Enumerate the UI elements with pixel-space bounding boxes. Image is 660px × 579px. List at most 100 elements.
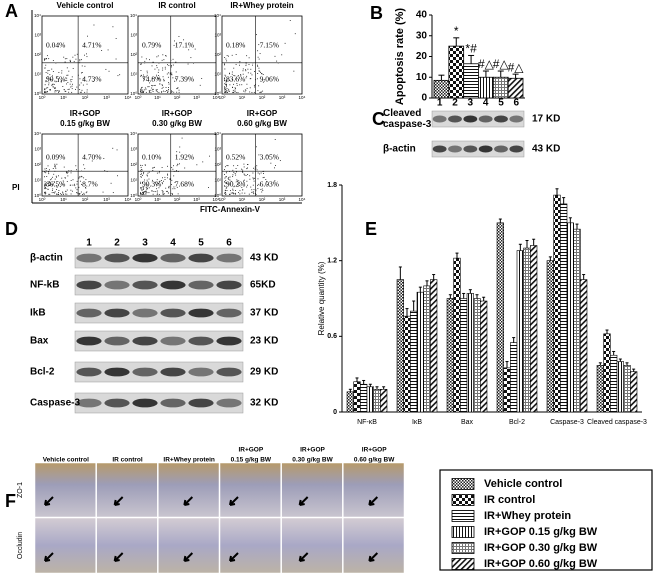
flow-event	[45, 72, 47, 74]
flow-event	[71, 79, 73, 80]
flow-event	[250, 68, 252, 70]
blot-band	[76, 308, 102, 318]
flow-event	[173, 165, 174, 167]
flow-event	[226, 80, 227, 82]
arrow-marker	[368, 552, 379, 562]
flow-event	[71, 85, 73, 87]
flow-event	[56, 186, 58, 188]
blot-strip	[74, 302, 244, 324]
flow-event	[71, 88, 73, 90]
blot-band	[509, 115, 524, 123]
flow-event	[158, 187, 160, 189]
flow-event	[237, 180, 238, 182]
flow-plot-title: 0.60 g/kg BW	[237, 119, 287, 128]
bar	[448, 45, 465, 99]
flow-event	[79, 176, 81, 178]
bar	[530, 245, 538, 413]
flow-event	[140, 63, 142, 65]
flow-event	[262, 190, 264, 191]
y-axis-label: PI	[12, 183, 20, 192]
quadrant-percent: 7.15%	[260, 40, 279, 49]
column-title: 0.60 g/kg BW	[354, 457, 395, 464]
flow-event	[47, 90, 48, 92]
flow-event	[51, 84, 53, 86]
flow-event	[254, 192, 256, 194]
flow-tick-label: 10²	[34, 52, 41, 57]
legend-swatch	[451, 526, 475, 538]
bar	[396, 279, 404, 413]
flow-event	[146, 72, 148, 74]
flow-event	[47, 70, 49, 72]
flow-event	[81, 183, 82, 185]
flow-event	[49, 89, 51, 91]
flow-event	[141, 189, 143, 191]
flow-event	[162, 84, 163, 86]
flow-event	[143, 172, 145, 174]
bar	[516, 250, 524, 413]
flow-event	[165, 55, 167, 56]
flow-event	[229, 171, 230, 172]
flow-event	[143, 77, 145, 79]
quadrant-percent: 4.73%	[82, 75, 101, 84]
quadrant-percent: 17.1%	[175, 40, 194, 49]
flow-tick-label: 10⁴	[130, 131, 137, 136]
flow-event	[157, 55, 159, 57]
flow-event	[55, 87, 56, 89]
flow-event	[266, 154, 268, 156]
blot-band	[76, 280, 102, 290]
flow-event	[243, 179, 245, 181]
flow-event	[79, 60, 81, 62]
flow-event	[77, 192, 79, 194]
flow-event	[187, 63, 189, 65]
flow-event	[231, 73, 233, 75]
flow-event	[172, 168, 174, 170]
flow-event	[162, 76, 164, 78]
flow-event	[146, 188, 148, 190]
flow-event	[79, 193, 81, 195]
flow-event	[79, 59, 81, 61]
flow-event	[148, 90, 150, 91]
significance-label: *#	[465, 42, 477, 56]
bar	[503, 367, 511, 413]
flow-event	[149, 82, 151, 84]
flow-event	[258, 58, 260, 60]
flow-event	[231, 79, 233, 81]
flow-event	[143, 191, 145, 193]
flow-event	[246, 75, 248, 77]
flow-event	[51, 190, 53, 192]
flow-event	[254, 166, 256, 168]
flow-event	[152, 91, 154, 93]
flow-event	[225, 89, 227, 91]
flow-event	[257, 50, 259, 52]
flow-event	[79, 91, 81, 93]
blot-band	[448, 115, 462, 123]
flow-event	[79, 84, 81, 86]
flow-event	[225, 190, 227, 191]
micrograph	[34, 517, 96, 574]
flow-event	[224, 74, 226, 76]
flow-event	[141, 169, 143, 171]
significance-label: *	[454, 24, 459, 38]
blot-band	[160, 367, 186, 377]
flow-event	[194, 48, 196, 50]
flow-event	[156, 89, 158, 91]
lane-number: 2	[114, 238, 120, 249]
blot-band	[216, 336, 242, 346]
flow-event	[181, 137, 183, 139]
flow-event	[255, 189, 257, 191]
flow-event	[48, 193, 50, 195]
flow-event	[158, 91, 160, 93]
flow-event	[236, 83, 238, 84]
flow-event	[174, 188, 176, 190]
flow-event	[256, 64, 258, 66]
flow-event	[225, 58, 227, 60]
legend-swatch	[451, 510, 475, 522]
flow-event	[276, 60, 278, 62]
flow-plot-frame	[221, 15, 303, 95]
arrow-marker	[183, 552, 194, 562]
flow-event	[110, 182, 112, 184]
flow-event	[233, 186, 235, 188]
flow-event	[44, 88, 45, 90]
flow-event	[147, 86, 149, 88]
